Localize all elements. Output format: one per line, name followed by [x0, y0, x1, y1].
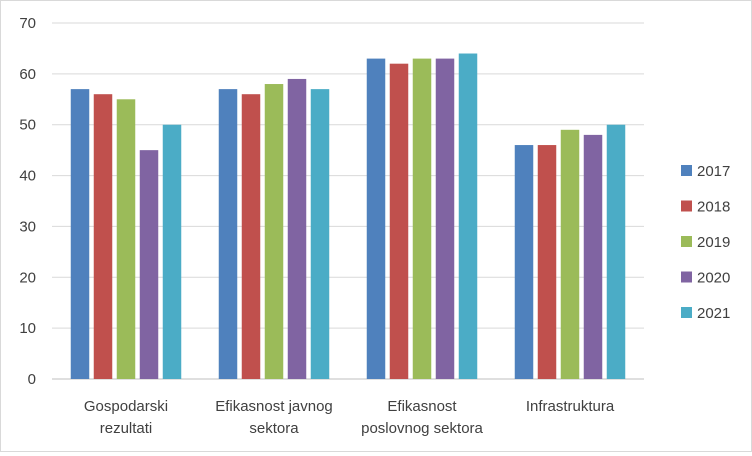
y-tick-label: 40: [19, 168, 36, 185]
legend-label-2017: 2017: [697, 163, 730, 180]
bar-2019: [264, 84, 284, 380]
bar-2018: [389, 63, 409, 379]
bar-2021: [310, 89, 330, 379]
bar-2020: [435, 58, 455, 379]
bar-2019: [560, 129, 580, 379]
bar-2018: [537, 145, 557, 379]
y-tick-label: 70: [19, 15, 36, 32]
bar-2018: [241, 94, 261, 379]
bar-2019: [412, 58, 432, 379]
legend-swatch-2017: [681, 165, 692, 176]
bar-2020: [139, 150, 159, 379]
bar-2020: [583, 134, 603, 379]
x-category-label: Efikasnost: [387, 398, 457, 415]
legend-swatch-2019: [681, 236, 692, 247]
bar-2021: [162, 124, 182, 379]
y-axis-ticks: 0 10 20 30 40 50 60 70: [19, 15, 36, 388]
y-tick-label: 10: [19, 320, 36, 337]
bar-2019: [116, 99, 136, 380]
x-category-label: poslovnog sektora: [361, 420, 483, 437]
x-category-label: rezultati: [100, 420, 153, 437]
legend-swatch-2020: [681, 271, 692, 283]
bar-2017: [366, 58, 386, 379]
x-category-label: Infrastruktura: [526, 398, 615, 415]
bar-2017: [218, 89, 238, 379]
bar-2021: [458, 53, 478, 380]
legend-label-2020: 2020: [697, 270, 730, 287]
x-category-label: Gospodarski: [84, 398, 168, 415]
y-tick-label: 30: [19, 218, 36, 235]
bar-2021: [606, 124, 626, 379]
bar-2017: [70, 89, 90, 379]
legend-label-2018: 2018: [697, 199, 730, 216]
bar-2018: [93, 94, 113, 379]
legend-swatch-2018: [681, 200, 692, 212]
bar-2017: [514, 145, 534, 379]
y-tick-label: 50: [19, 117, 36, 134]
x-category-label: Efikasnost javnog: [215, 398, 333, 415]
bars: [70, 53, 626, 380]
x-category-label: sektora: [249, 420, 299, 437]
y-tick-label: 60: [19, 66, 36, 83]
x-axis: Gospodarski rezultati Efikasnost javnog sek…: [84, 398, 615, 437]
y-tick-label: 0: [28, 371, 36, 388]
legend-label-2021: 2021: [697, 305, 730, 322]
legend-label-2019: 2019: [697, 234, 730, 251]
y-tick-label: 20: [19, 269, 36, 286]
legend: 2017 2018 2019 2020 2021: [681, 163, 730, 322]
legend-swatch-2021: [681, 307, 692, 318]
bar-2020: [287, 78, 307, 379]
